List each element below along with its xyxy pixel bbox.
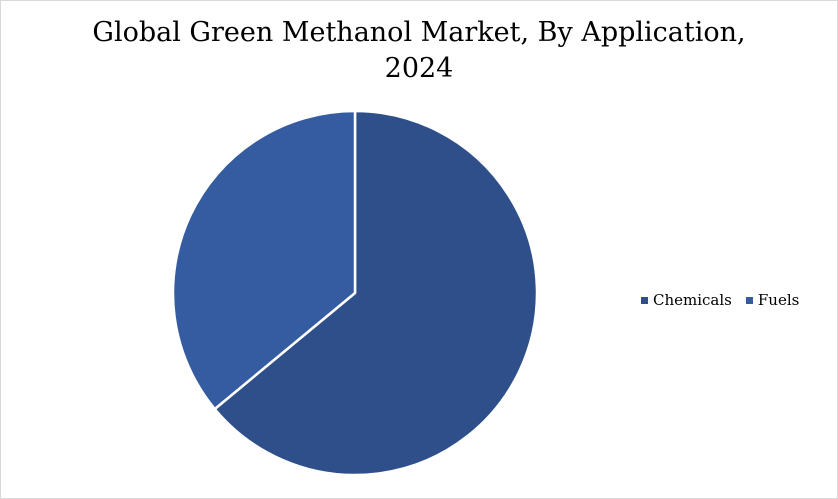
chart-title-line-1: Global Green Methanol Market, By Applica… (92, 17, 746, 48)
legend-swatch-chemicals (641, 296, 648, 304)
pie-slice-chemicals (213, 109, 539, 477)
chart-title-line-2: 2024 (384, 53, 454, 84)
legend-item-chemicals: Chemicals (641, 291, 732, 309)
legend-swatch-fuels (745, 296, 753, 304)
legend-label-chemicals: Chemicals (653, 291, 732, 309)
legend-item-fuels: Fuels (745, 291, 800, 309)
pie-slice-fuels (171, 109, 357, 411)
chart-legend: Chemicals Fuels (641, 291, 813, 309)
chart-title: Global Green Methanol Market, By Applica… (1, 15, 837, 87)
legend-label-fuels: Fuels (757, 291, 800, 309)
